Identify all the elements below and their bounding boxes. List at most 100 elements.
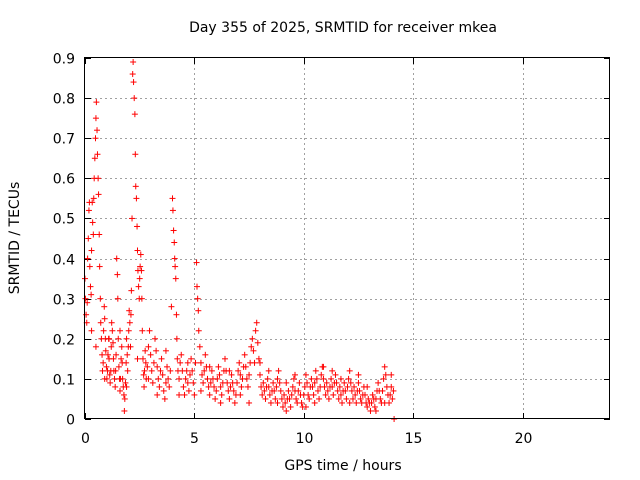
x-tick-label: 5 (190, 431, 199, 447)
data-point (207, 379, 214, 386)
data-point (189, 367, 196, 374)
data-point (160, 387, 167, 394)
data-point (162, 379, 169, 386)
data-point (139, 327, 146, 334)
data-point (117, 387, 123, 394)
data-point (194, 295, 201, 302)
data-point (283, 407, 290, 414)
data-point (113, 351, 120, 358)
data-point (289, 383, 296, 390)
data-point (148, 367, 155, 374)
data-point (259, 391, 266, 398)
data-point (226, 395, 233, 402)
data-point (224, 379, 231, 386)
data-point (351, 383, 358, 390)
data-point (172, 263, 179, 270)
data-point (172, 275, 179, 282)
y-axis-ticks: 0 0.1 0.2 0.3 0.4 0.5 0.6 0.7 0.8 0.9 (53, 52, 610, 429)
data-point (118, 355, 125, 362)
y-axis-label: SRMTID / TECUs (7, 182, 23, 295)
data-point (174, 355, 181, 362)
data-point (83, 311, 90, 318)
data-point (248, 343, 255, 350)
data-point (99, 351, 106, 358)
data-point (206, 391, 213, 398)
data-point (96, 231, 103, 238)
data-point (153, 347, 160, 354)
data-point (97, 319, 104, 326)
data-point (328, 375, 335, 382)
data-point (126, 319, 133, 326)
data-point (92, 343, 99, 350)
y-tick-label: 0.6 (53, 172, 75, 188)
y-tick-label: 0 (66, 413, 75, 429)
data-point (214, 375, 221, 382)
data-point (308, 375, 315, 382)
data-point (101, 315, 108, 322)
data-point (108, 343, 115, 350)
data-point (252, 327, 259, 334)
data-point (97, 295, 104, 302)
data-point (311, 399, 318, 406)
data-point (114, 271, 121, 278)
data-point (215, 363, 222, 370)
data-point (324, 387, 331, 394)
data-point (296, 379, 303, 386)
data-point (206, 363, 213, 370)
data-point (112, 367, 119, 374)
data-point (138, 295, 145, 302)
data-point (109, 327, 116, 334)
data-point (106, 371, 113, 378)
data-point (103, 363, 110, 370)
data-point (243, 375, 250, 382)
data-point (100, 359, 107, 366)
data-point (274, 375, 281, 382)
data-point (193, 259, 200, 266)
data-point (184, 359, 191, 366)
data-point (258, 383, 265, 390)
data-point (281, 391, 288, 398)
data-point (205, 383, 212, 390)
data-point (134, 247, 141, 254)
data-point (261, 387, 268, 394)
data-point (89, 219, 96, 226)
data-point (382, 371, 389, 378)
data-point (130, 79, 137, 86)
data-point (128, 287, 135, 294)
data-point (357, 395, 364, 402)
data-point (339, 399, 346, 406)
data-point (91, 155, 98, 162)
plot-frame (84, 57, 610, 419)
data-point (347, 379, 354, 386)
data-point (127, 311, 134, 318)
data-point (235, 367, 242, 374)
data-point (132, 183, 139, 190)
data-point (177, 359, 184, 366)
data-point (325, 395, 332, 402)
data-point (288, 391, 295, 398)
data-point (124, 351, 131, 358)
data-point (292, 371, 298, 378)
x-axis-label: GPS time / hours (284, 458, 401, 474)
data-point (279, 403, 286, 410)
data-point (264, 375, 271, 382)
data-point (348, 387, 355, 394)
data-point (310, 391, 317, 398)
data-point (375, 379, 382, 386)
data-point (329, 367, 336, 374)
data-point (201, 367, 208, 374)
data-point (184, 379, 191, 386)
data-point (171, 255, 178, 262)
data-point (341, 379, 348, 386)
data-point (173, 335, 180, 342)
data-point (176, 375, 183, 382)
data-point (309, 383, 316, 390)
data-point (316, 395, 323, 402)
data-point (343, 395, 350, 402)
data-point (90, 195, 97, 202)
data-point (335, 395, 342, 402)
data-point (94, 127, 101, 134)
data-point (132, 151, 139, 158)
y-tick-label: 0.8 (53, 92, 75, 108)
